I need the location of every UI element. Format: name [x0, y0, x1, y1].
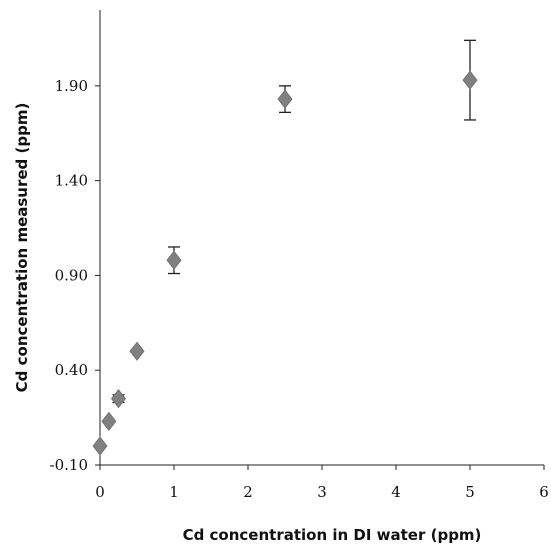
- data-point-diamond: [129, 341, 145, 361]
- data-point-diamond: [277, 89, 293, 109]
- axes: [95, 10, 545, 470]
- y-tick-label: 1.90: [55, 77, 88, 95]
- tick-labels: 0 1 2 3 4 5 6 -0.10 0.40 0.90 1.40 1.90: [50, 77, 549, 501]
- y-axis-label: Cd concentration measured (ppm): [13, 103, 31, 393]
- data-point-diamond: [462, 70, 478, 90]
- data-point-diamond: [166, 250, 182, 270]
- data-point-diamond: [110, 388, 127, 409]
- data-points: [92, 39, 478, 456]
- x-tick-label: 3: [317, 483, 327, 501]
- y-tick-label: 1.40: [55, 172, 88, 190]
- x-tick-label: 2: [243, 483, 253, 501]
- y-tick-label: -0.10: [50, 456, 88, 474]
- x-tick-label: 0: [95, 483, 105, 501]
- x-tick-label: 6: [539, 483, 549, 501]
- x-tick-label: 4: [391, 483, 401, 501]
- data-point-diamond: [92, 436, 108, 456]
- y-tick-label: 0.90: [55, 266, 88, 284]
- y-tick-label: 0.40: [55, 361, 88, 379]
- x-axis-label: Cd concentration in DI water (ppm): [183, 526, 482, 544]
- data-point-diamond: [101, 411, 117, 432]
- x-tick-label: 5: [465, 483, 475, 501]
- x-tick-label: 1: [169, 483, 179, 501]
